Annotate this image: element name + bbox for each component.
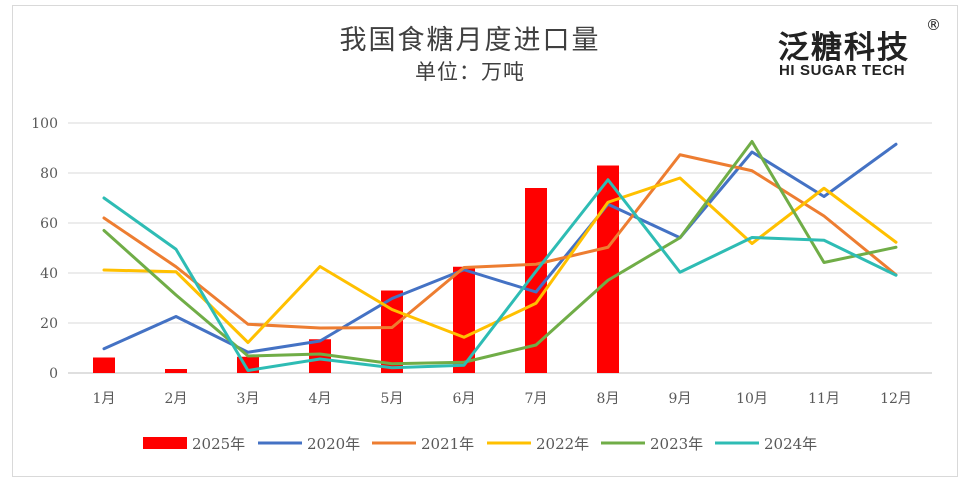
x-tick-label: 12月 <box>880 391 912 407</box>
registered-mark: ® <box>926 16 941 34</box>
x-tick-label: 8月 <box>597 391 620 407</box>
x-tick-label: 7月 <box>525 391 548 407</box>
legend-swatch-bar <box>143 437 187 449</box>
bar-2025年 <box>93 357 115 373</box>
brand-logo: 泛糖科技 ® HI SUGAR TECH <box>778 16 948 82</box>
bar-2025年 <box>309 339 331 373</box>
bar-2025年 <box>525 188 547 373</box>
logo-text-en: HI SUGAR TECH <box>779 62 906 79</box>
legend-label: 2022年 <box>536 435 589 453</box>
legend-label: 2024年 <box>764 435 817 453</box>
chart-title: 我国食糖月度进口量 <box>339 25 601 56</box>
y-tick-label: 20 <box>40 316 58 332</box>
bar-2025年 <box>165 369 187 373</box>
legend-label: 2021年 <box>421 435 474 453</box>
chart-frame <box>12 5 958 477</box>
x-tick-label: 11月 <box>808 391 840 407</box>
y-tick-label: 0 <box>49 366 58 382</box>
x-tick-label: 3月 <box>237 391 260 407</box>
bar-2025年 <box>453 266 475 373</box>
y-tick-label: 80 <box>40 166 58 182</box>
y-tick-label: 60 <box>40 216 58 232</box>
y-tick-label: 100 <box>31 116 58 132</box>
legend-label: 2020年 <box>307 435 360 453</box>
x-tick-label: 9月 <box>669 391 692 407</box>
series-line-2021年 <box>102 153 898 330</box>
x-tick-label: 1月 <box>93 391 116 407</box>
x-tick-label: 2月 <box>165 391 188 407</box>
x-tick-label: 10月 <box>736 391 768 407</box>
bar-2025年 <box>597 165 619 373</box>
legend-label: 2025年 <box>192 435 245 453</box>
chart-subtitle: 单位：万吨 <box>415 60 525 84</box>
y-tick-label: 40 <box>40 266 58 282</box>
x-tick-label: 6月 <box>453 391 476 407</box>
series-line-2023年 <box>102 140 898 366</box>
x-tick-label: 5月 <box>381 391 404 407</box>
series-line-2024年 <box>102 178 898 372</box>
x-tick-label: 4月 <box>309 391 332 407</box>
logo-text-cn: 泛糖科技 <box>778 30 910 66</box>
legend-label: 2023年 <box>650 435 703 453</box>
